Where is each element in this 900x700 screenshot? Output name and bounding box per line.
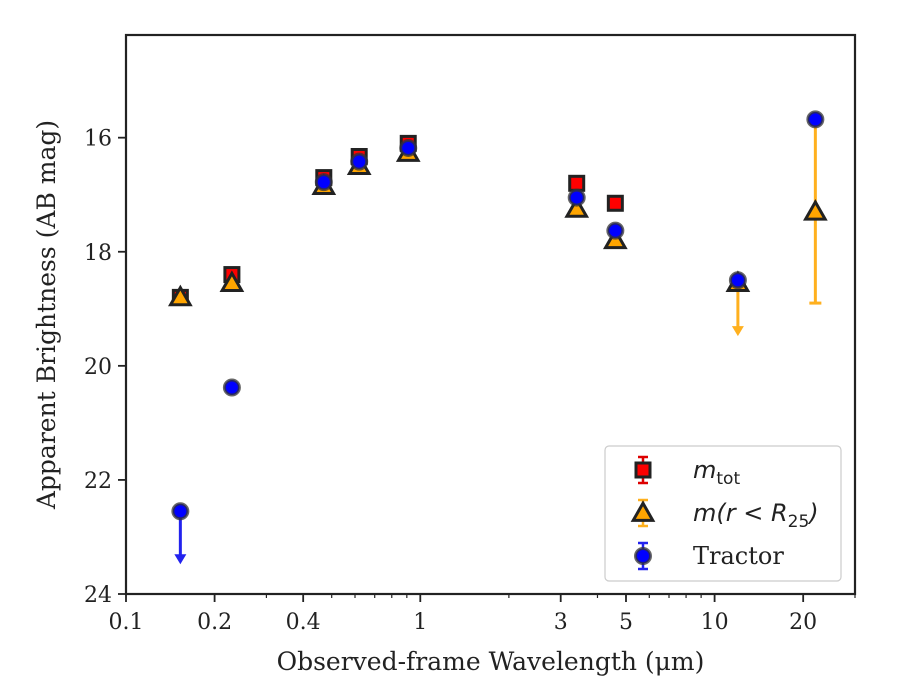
legend-box xyxy=(604,445,842,582)
legend: mtot m(r < R25) Tractor xyxy=(604,445,842,582)
data-point xyxy=(350,152,369,171)
x-tick-label: 20 xyxy=(789,610,817,635)
legend-marker xyxy=(634,547,652,565)
data-point xyxy=(171,502,190,521)
x-tick-label: 5 xyxy=(619,610,633,635)
upper-limit-arrowhead xyxy=(174,554,187,565)
upper-limit-arrowhead xyxy=(731,326,744,337)
data-points xyxy=(167,110,828,565)
data-point xyxy=(567,188,586,207)
data-point xyxy=(222,378,241,397)
x-axis-label: Observed-frame Wavelength (μm) xyxy=(277,647,705,676)
legend-marker xyxy=(634,461,652,479)
data-point xyxy=(568,174,586,192)
data-point xyxy=(806,110,825,129)
axis-ticks: 0.1 0.2 0.4 1 3 5 10 20 16 18 20 22 24 xyxy=(84,127,856,635)
data-point xyxy=(399,138,418,157)
legend-label: mtot xyxy=(693,456,740,489)
legend-label: m(r < R25) xyxy=(693,499,819,532)
x-tick-label: 0.2 xyxy=(197,610,232,635)
data-point xyxy=(167,284,193,307)
data-point xyxy=(802,199,828,221)
data-point xyxy=(314,173,333,192)
y-tick-label: 18 xyxy=(84,241,112,266)
y-tick-label: 24 xyxy=(84,583,112,608)
y-tick-label: 20 xyxy=(84,355,112,380)
legend-marker xyxy=(630,500,656,522)
data-point xyxy=(606,194,624,212)
x-tick-label: 3 xyxy=(554,610,568,635)
data-point xyxy=(564,196,590,218)
series-circle xyxy=(171,110,825,565)
x-tick-label: 0.4 xyxy=(286,610,321,635)
x-tick-label: 0.1 xyxy=(109,610,144,635)
y-tick-label: 22 xyxy=(84,469,112,494)
plot-frame xyxy=(124,33,857,596)
data-point xyxy=(219,270,245,292)
legend-label: Tractor xyxy=(693,542,784,570)
y-tick-label: 16 xyxy=(84,127,112,152)
data-point xyxy=(606,221,625,240)
series-triangle xyxy=(167,119,828,337)
data-point xyxy=(728,271,747,290)
x-tick-label: 10 xyxy=(701,610,729,635)
x-tick-label: 1 xyxy=(413,610,427,635)
y-axis-label: Apparent Brightness (AB mag) xyxy=(32,120,61,510)
